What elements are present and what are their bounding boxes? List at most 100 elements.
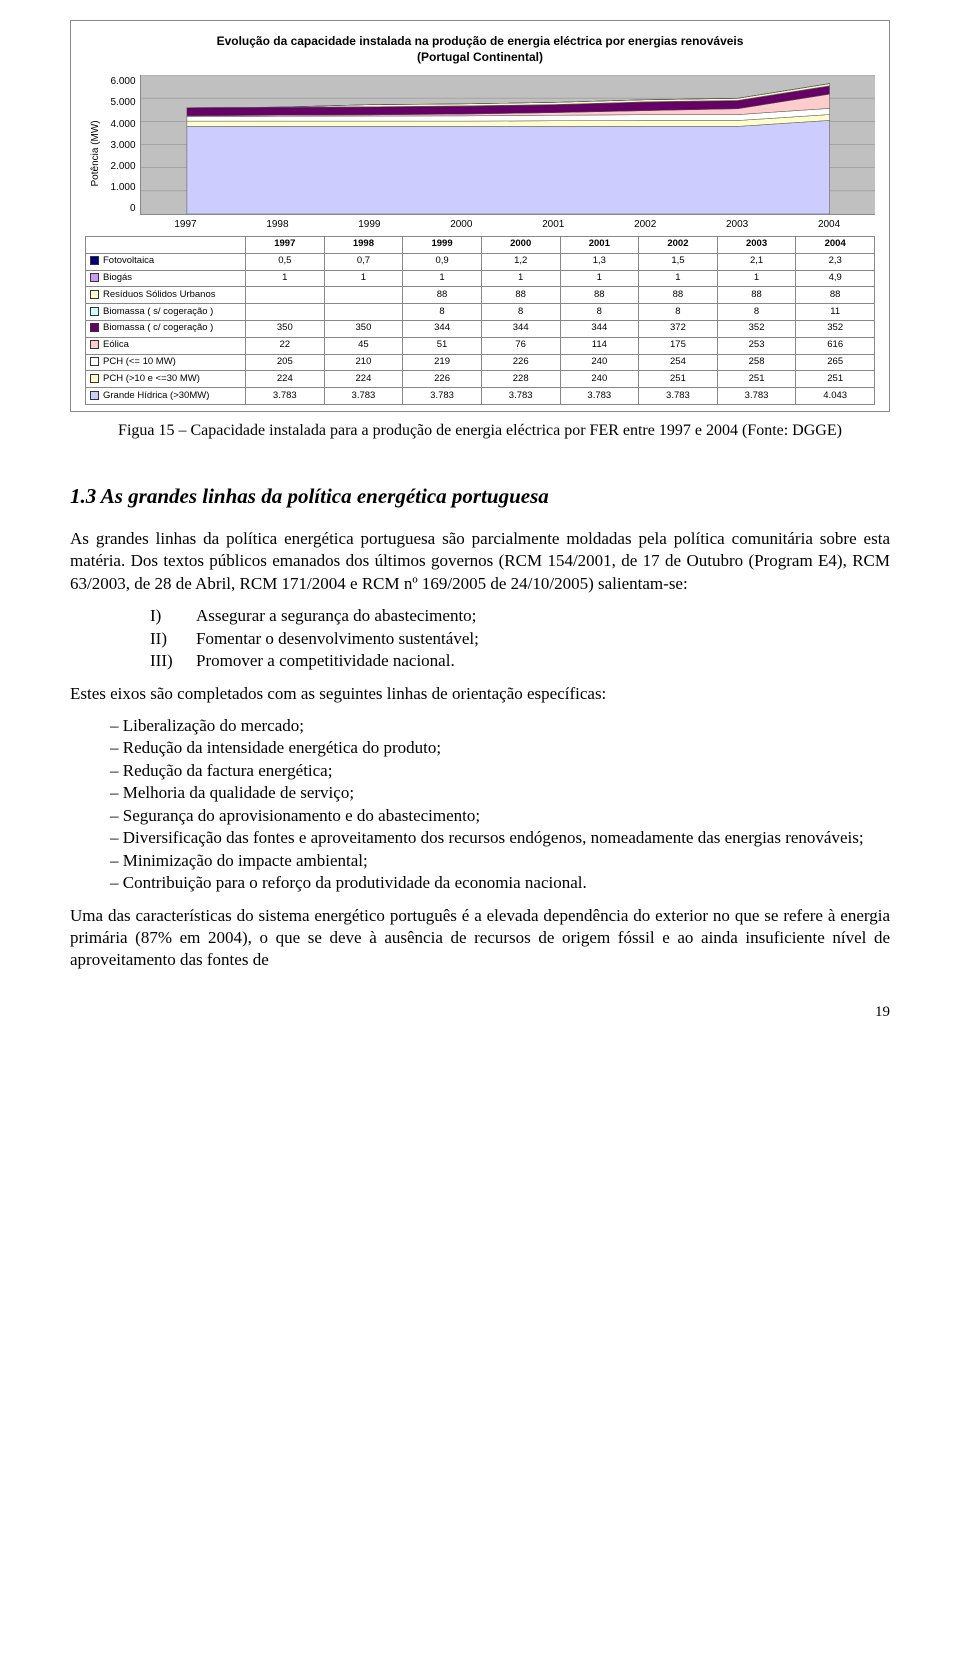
- table-cell: 88: [403, 287, 482, 304]
- table-cell: 8: [560, 304, 639, 321]
- table-header-row: 19971998199920002001200220032004: [86, 236, 875, 253]
- series-label-text: PCH (>10 e <=30 MW): [103, 373, 200, 384]
- table-corner-cell: [86, 236, 246, 253]
- bullet-item: Redução da intensidade energética do pro…: [110, 737, 890, 759]
- yaxis-tick: 1.000: [111, 181, 136, 195]
- paragraph-2: Estes eixos são completados com as segui…: [70, 683, 890, 705]
- bullet-item: Melhoria da qualidade de serviço;: [110, 782, 890, 804]
- table-cell: 0,9: [403, 253, 482, 270]
- table-cell: 2,1: [717, 253, 796, 270]
- series-label-text: Biogás: [103, 272, 132, 283]
- table-cell: 240: [560, 354, 639, 371]
- table-cell: 1: [481, 270, 560, 287]
- table-cell: 226: [403, 371, 482, 388]
- table-cell: 4,9: [796, 270, 875, 287]
- series-label-cell: Biomassa ( s/ cogeração ): [86, 304, 246, 321]
- table-cell: 1: [560, 270, 639, 287]
- yaxis-tick: 3.000: [111, 139, 136, 153]
- bullet-list: Liberalização do mercado;Redução da inte…: [110, 715, 890, 895]
- roman-item-text: Promover a competitividade nacional.: [196, 650, 455, 672]
- table-year-header: 1997: [246, 236, 325, 253]
- legend-marker: [90, 256, 99, 265]
- table-year-header: 2004: [796, 236, 875, 253]
- table-row: Eólica22455176114175253616: [86, 337, 875, 354]
- table-row: Grande Hídrica (>30MW)3.7833.7833.7833.7…: [86, 388, 875, 405]
- xaxis-tick: 2002: [599, 215, 691, 232]
- chart-container: Evolução da capacidade instalada na prod…: [70, 20, 890, 412]
- table-cell: [246, 304, 325, 321]
- table-cell: 88: [796, 287, 875, 304]
- table-cell: 344: [560, 320, 639, 337]
- table-cell: 344: [481, 320, 560, 337]
- table-row: Biogás11111114,9: [86, 270, 875, 287]
- table-cell: 8: [717, 304, 796, 321]
- table-cell: 226: [481, 354, 560, 371]
- series-label-cell: Fotovoltaica: [86, 253, 246, 270]
- table-cell: 45: [324, 337, 403, 354]
- table-cell: 224: [324, 371, 403, 388]
- table-row: PCH (>10 e <=30 MW)224224226228240251251…: [86, 371, 875, 388]
- table-cell: 76: [481, 337, 560, 354]
- series-label-cell: PCH (>10 e <=30 MW): [86, 371, 246, 388]
- series-label-cell: Resíduos Sólidos Urbanos: [86, 287, 246, 304]
- table-cell: 3.783: [324, 388, 403, 405]
- yaxis-tick: 4.000: [111, 118, 136, 132]
- table-cell: 1: [639, 270, 718, 287]
- bullet-item: Diversificação das fontes e aproveitamen…: [110, 827, 890, 849]
- table-cell: 3.783: [560, 388, 639, 405]
- chart-body: Potência (MW) 6.0005.0004.0003.0002.0001…: [85, 75, 875, 232]
- legend-marker: [90, 391, 99, 400]
- bullet-item: Liberalização do mercado;: [110, 715, 890, 737]
- table-row: Biomassa ( c/ cogeração )350350344344344…: [86, 320, 875, 337]
- table-row: Biomassa ( s/ cogeração )8888811: [86, 304, 875, 321]
- table-cell: 253: [717, 337, 796, 354]
- table-cell: 344: [403, 320, 482, 337]
- series-label-text: Resíduos Sólidos Urbanos: [103, 289, 215, 300]
- series-label-text: Fotovoltaica: [103, 255, 154, 266]
- table-cell: 8: [403, 304, 482, 321]
- table-cell: 219: [403, 354, 482, 371]
- bullet-item: Segurança do aprovisionamento e do abast…: [110, 805, 890, 827]
- table-cell: [246, 287, 325, 304]
- table-cell: 88: [639, 287, 718, 304]
- table-cell: 0,5: [246, 253, 325, 270]
- legend-marker: [90, 290, 99, 299]
- series-label-cell: PCH (<= 10 MW): [86, 354, 246, 371]
- table-year-header: 1998: [324, 236, 403, 253]
- table-cell: 0,7: [324, 253, 403, 270]
- roman-list-item: II)Fomentar o desenvolvimento sustentáve…: [150, 628, 890, 650]
- table-cell: 205: [246, 354, 325, 371]
- roman-list-item: III)Promover a competitividade nacional.: [150, 650, 890, 672]
- table-cell: 258: [717, 354, 796, 371]
- xaxis-tick: 2003: [691, 215, 783, 232]
- table-year-header: 2003: [717, 236, 796, 253]
- section-heading: 1.3 As grandes linhas da política energé…: [70, 482, 890, 510]
- bullet-item: Redução da factura energética;: [110, 760, 890, 782]
- table-cell: 3.783: [717, 388, 796, 405]
- table-cell: 210: [324, 354, 403, 371]
- roman-item-text: Fomentar o desenvolvimento sustentável;: [196, 628, 479, 650]
- series-label-text: Grande Hídrica (>30MW): [103, 390, 209, 401]
- roman-item-text: Assegurar a segurança do abastecimento;: [196, 605, 476, 627]
- yaxis-ticks: 6.0005.0004.0003.0002.0001.0000: [107, 75, 140, 215]
- table-cell: 88: [560, 287, 639, 304]
- yaxis-tick: 0: [111, 202, 136, 216]
- roman-list-item: I)Assegurar a segurança do abastecimento…: [150, 605, 890, 627]
- table-cell: 1: [246, 270, 325, 287]
- table-cell: 265: [796, 354, 875, 371]
- series-label-text: PCH (<= 10 MW): [103, 356, 176, 367]
- table-cell: 2,3: [796, 253, 875, 270]
- chart-title-line1: Evolução da capacidade instalada na prod…: [217, 34, 744, 48]
- table-cell: 3.783: [246, 388, 325, 405]
- table-cell: 254: [639, 354, 718, 371]
- yaxis-tick: 6.000: [111, 75, 136, 89]
- roman-numeral: I): [150, 605, 196, 627]
- chart-title: Evolução da capacidade instalada na prod…: [85, 33, 875, 65]
- table-year-header: 2000: [481, 236, 560, 253]
- table-cell: 3.783: [481, 388, 560, 405]
- xaxis-ticks: 19971998199920002001200220032004: [140, 215, 875, 232]
- table-cell: 1,5: [639, 253, 718, 270]
- legend-marker: [90, 374, 99, 383]
- plot-outer: 19971998199920002001200220032004: [140, 75, 875, 232]
- series-label-cell: Grande Hídrica (>30MW): [86, 388, 246, 405]
